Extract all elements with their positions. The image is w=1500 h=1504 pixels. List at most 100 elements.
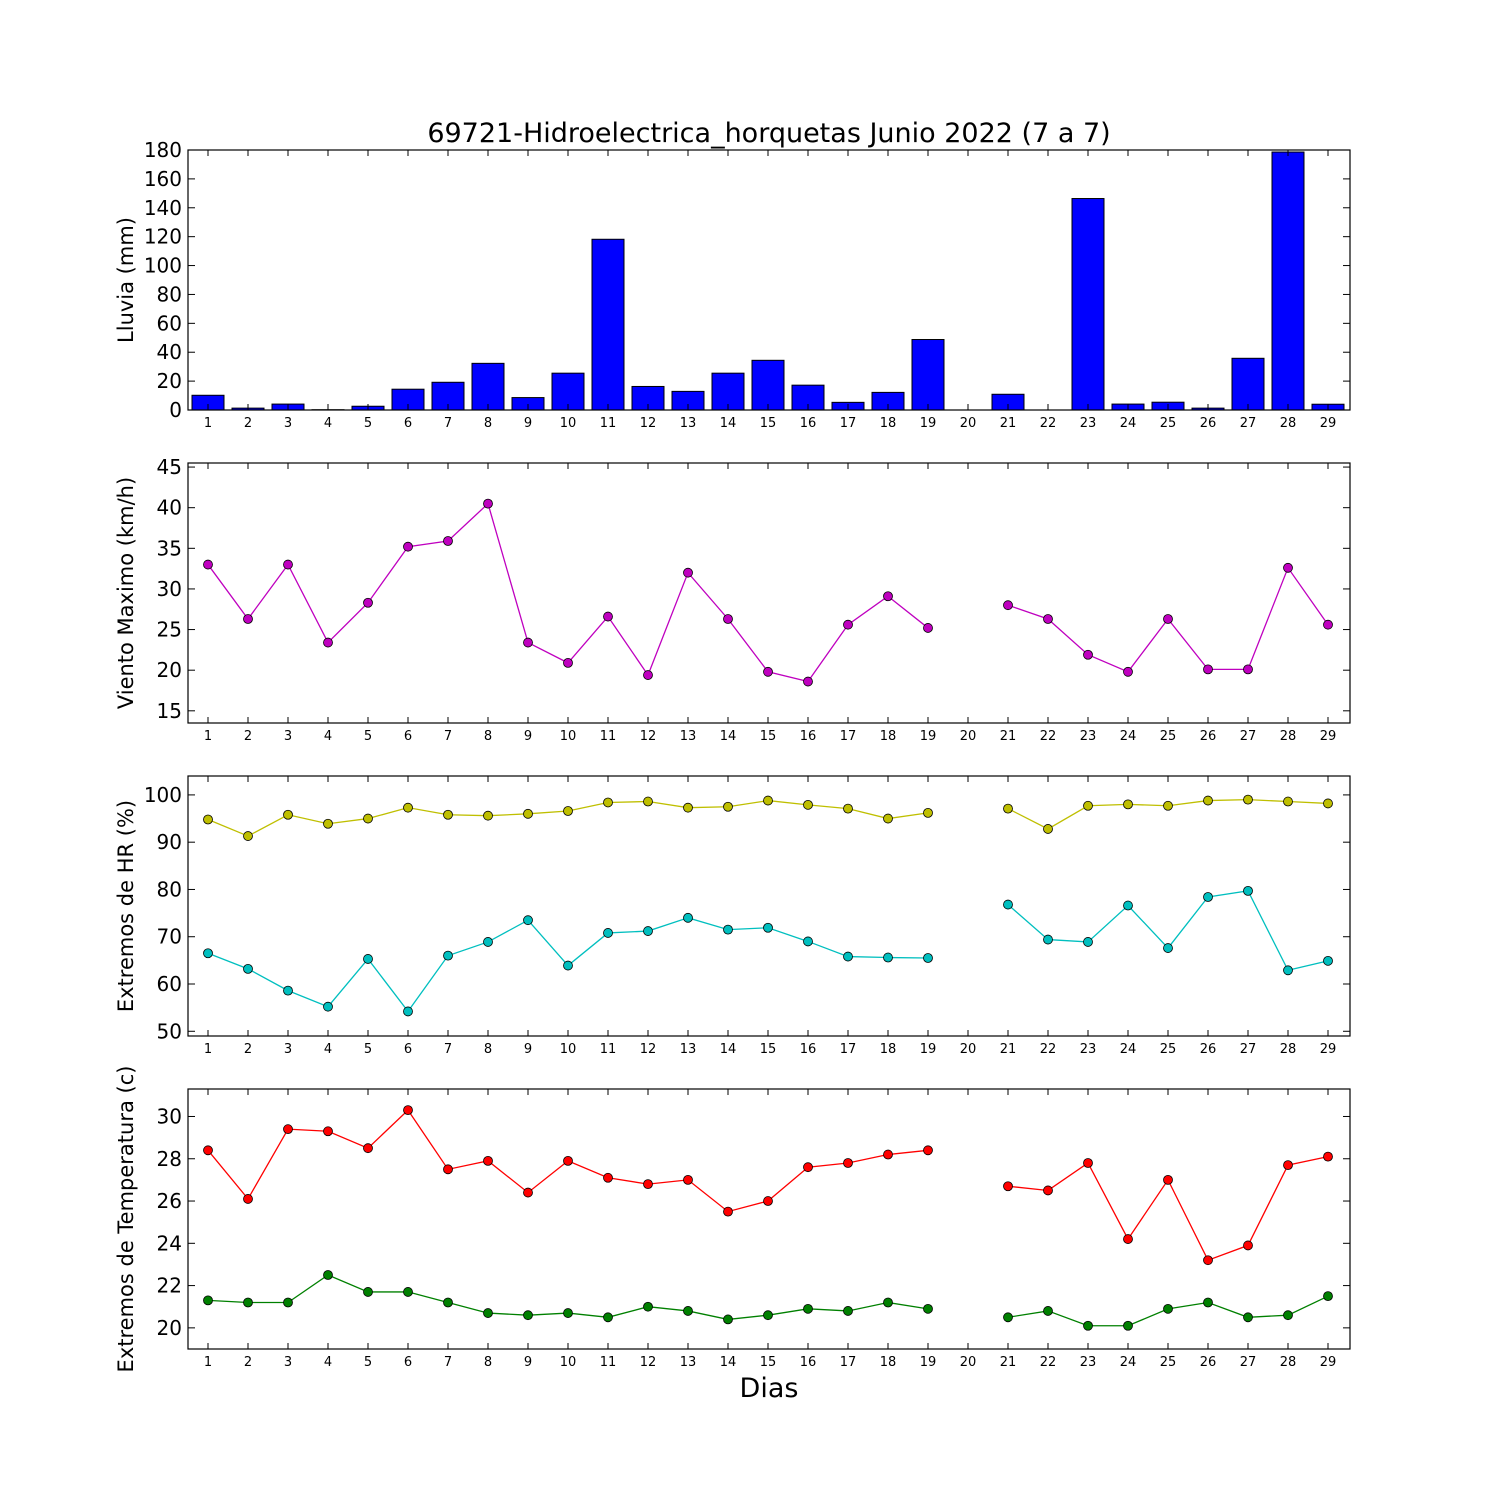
x-tick-label: 22 — [1040, 729, 1057, 744]
x-tick-label: 5 — [364, 1042, 372, 1057]
x-tick-label: 12 — [640, 729, 657, 744]
series-0-point-day-12 — [644, 797, 653, 806]
x-tick-label: 16 — [800, 416, 817, 431]
series-1-point-day-25 — [1164, 1304, 1173, 1313]
x-tick-label: 29 — [1320, 1355, 1337, 1370]
x-tick-label: 7 — [444, 1042, 452, 1057]
series-1-point-day-25 — [1164, 944, 1173, 953]
x-tick-label: 13 — [680, 416, 697, 431]
series-1-point-day-11 — [604, 1313, 613, 1322]
series-1-point-day-21 — [1004, 900, 1013, 909]
y-tick-label: 20 — [157, 369, 182, 393]
x-tick-label: 4 — [324, 1042, 332, 1057]
series-0-point-day-4 — [324, 819, 333, 828]
x-tick-label: 1 — [204, 1355, 212, 1370]
x-tick-label: 17 — [840, 416, 857, 431]
series-1-point-day-4 — [324, 1002, 333, 1011]
series-0-point-day-27 — [1244, 665, 1253, 674]
plot-frame — [188, 1089, 1350, 1349]
bar-day-27 — [1232, 358, 1264, 410]
x-tick-label: 5 — [364, 729, 372, 744]
x-tick-label: 22 — [1040, 1355, 1057, 1370]
x-tick-label: 3 — [284, 1355, 292, 1370]
bar-day-28 — [1272, 152, 1304, 410]
chart-title: 69721-Hidroelectrica_horquetas Junio 202… — [427, 118, 1110, 149]
x-tick-label: 11 — [600, 1042, 617, 1057]
series-0-point-day-15 — [764, 1197, 773, 1206]
series-0-point-day-1 — [204, 1146, 213, 1155]
y-tick-label: 100 — [144, 254, 182, 278]
x-tick-label: 18 — [880, 1042, 897, 1057]
series-0-point-day-7 — [444, 810, 453, 819]
series-1-point-day-3 — [284, 986, 293, 995]
series-1-point-day-5 — [364, 1287, 373, 1296]
series-0-point-day-17 — [844, 804, 853, 813]
series-0-point-day-7 — [444, 537, 453, 546]
series-0-point-day-22 — [1044, 824, 1053, 833]
x-tick-label: 5 — [364, 416, 372, 431]
series-0-point-day-18 — [884, 592, 893, 601]
x-tick-label: 8 — [484, 1042, 492, 1057]
series-0-point-day-25 — [1164, 801, 1173, 810]
series-0-point-day-8 — [484, 1156, 493, 1165]
series-0-point-day-21 — [1004, 601, 1013, 610]
y-tick-label: 80 — [157, 282, 182, 306]
x-tick-label: 28 — [1280, 1042, 1297, 1057]
x-tick-label: 4 — [324, 1355, 332, 1370]
x-tick-label: 27 — [1240, 1042, 1257, 1057]
series-0-point-day-28 — [1284, 797, 1293, 806]
x-tick-label: 9 — [524, 416, 532, 431]
y-axis-label: Extremos de HR (%) — [114, 800, 138, 1012]
y-tick-label: 50 — [157, 1019, 182, 1043]
series-1-point-day-23 — [1084, 1321, 1093, 1330]
series-0-point-day-22 — [1044, 1186, 1053, 1195]
series-0-point-day-19 — [924, 808, 933, 817]
series-1-point-day-8 — [484, 1309, 493, 1318]
x-tick-label: 17 — [840, 1355, 857, 1370]
y-tick-label: 22 — [157, 1274, 182, 1298]
series-1-point-day-6 — [404, 1007, 413, 1016]
x-tick-label: 22 — [1040, 416, 1057, 431]
series-0-point-day-9 — [524, 809, 533, 818]
series-1-point-day-24 — [1124, 1321, 1133, 1330]
x-tick-label: 29 — [1320, 416, 1337, 431]
x-tick-label: 27 — [1240, 1355, 1257, 1370]
series-1-point-day-16 — [804, 937, 813, 946]
series-0-point-day-4 — [324, 638, 333, 647]
bar-day-23 — [1072, 199, 1104, 410]
y-tick-label: 140 — [144, 196, 182, 220]
x-tick-label: 1 — [204, 729, 212, 744]
series-0-line-segment-0 — [208, 801, 928, 836]
series-0-point-day-18 — [884, 1150, 893, 1159]
series-0-point-day-14 — [724, 615, 733, 624]
y-tick-label: 28 — [157, 1147, 182, 1171]
x-tick-label: 10 — [560, 416, 577, 431]
x-tick-label: 10 — [560, 1042, 577, 1057]
x-tick-label: 28 — [1280, 416, 1297, 431]
series-0-point-day-8 — [484, 811, 493, 820]
series-0-point-day-6 — [404, 542, 413, 551]
y-tick-label: 26 — [157, 1189, 182, 1213]
series-0-point-day-5 — [364, 1144, 373, 1153]
series-0-point-day-6 — [404, 1106, 413, 1115]
x-tick-label: 20 — [960, 1355, 977, 1370]
series-1-point-day-12 — [644, 927, 653, 936]
x-tick-label: 7 — [444, 1355, 452, 1370]
series-0-point-day-1 — [204, 560, 213, 569]
x-tick-label: 27 — [1240, 416, 1257, 431]
x-tick-label: 12 — [640, 1355, 657, 1370]
series-0-point-day-9 — [524, 1188, 533, 1197]
series-0-point-day-29 — [1324, 799, 1333, 808]
series-0-point-day-11 — [604, 612, 613, 621]
plot-frame — [188, 776, 1350, 1036]
y-tick-label: 80 — [157, 877, 182, 901]
series-0-point-day-2 — [244, 1194, 253, 1203]
y-tick-label: 40 — [157, 496, 182, 520]
x-tick-label: 19 — [920, 1355, 937, 1370]
x-tick-label: 25 — [1160, 416, 1177, 431]
series-0-point-day-2 — [244, 615, 253, 624]
y-tick-label: 15 — [157, 699, 182, 723]
series-0-point-day-27 — [1244, 1241, 1253, 1250]
series-0-point-day-3 — [284, 1125, 293, 1134]
x-tick-label: 8 — [484, 416, 492, 431]
